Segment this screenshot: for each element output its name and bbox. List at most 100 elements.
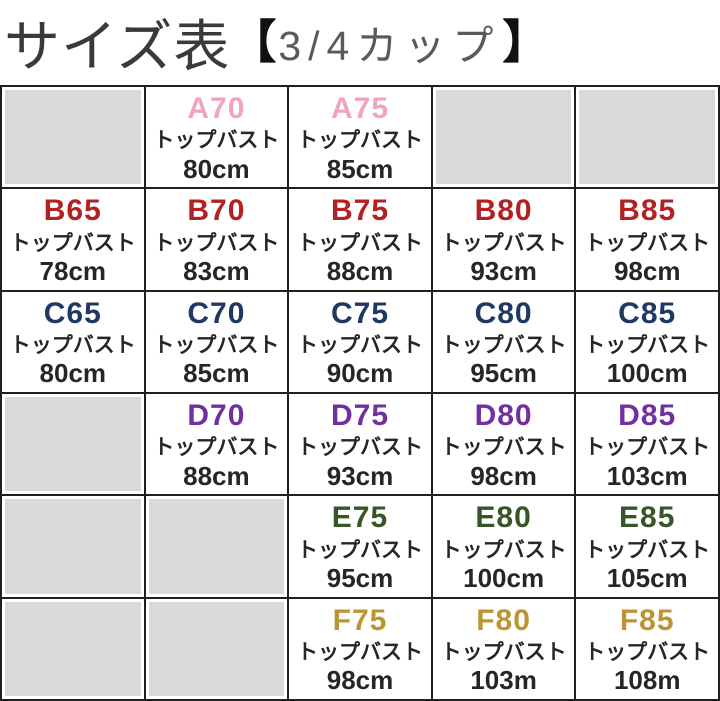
size-code: B75: [330, 194, 390, 228]
size-code: A70: [187, 91, 246, 125]
top-bust-value: 80cm: [39, 358, 107, 389]
top-bust-value: 93cm: [470, 255, 537, 286]
size-cell-F80: F80 トップバスト 103m: [432, 598, 577, 701]
size-code: C75: [330, 296, 390, 330]
size-cell-C80: C80 トップバスト 95cm: [432, 291, 577, 394]
size-cell-F85: F85 トップバスト 108m: [576, 598, 720, 701]
size-cell-E75: E75 トップバスト 95cm: [289, 496, 433, 599]
size-code: B70: [187, 194, 246, 228]
top-bust-value: 103cm: [606, 460, 688, 491]
empty-cell: [2, 496, 146, 599]
top-bust-value: 95cm: [326, 562, 394, 593]
top-bust-value: 80cm: [183, 153, 250, 184]
top-bust-value: 103m: [470, 665, 537, 696]
size-code: B65: [43, 194, 102, 228]
top-bust-value: 100cm: [463, 562, 545, 593]
size-cell-E80: E80 トップバスト 100cm: [432, 496, 577, 599]
size-code: B80: [474, 194, 533, 228]
title-main-text: サイズ表: [4, 14, 231, 78]
top-bust-value: 85cm: [183, 358, 250, 389]
size-cell-D70: D70 トップバスト 88cm: [145, 394, 290, 497]
size-cell-D80: D80 トップバスト 98cm: [432, 394, 577, 497]
title-close-bracket: 】: [502, 16, 549, 68]
size-cell-A70: A70 トップバスト 80cm: [145, 87, 290, 190]
top-bust-value: 88cm: [326, 255, 394, 286]
top-bust-label: トップバスト: [153, 231, 280, 255]
empty-cell: [2, 394, 146, 497]
size-code: D75: [330, 398, 390, 432]
title-open-bracket: 【: [230, 16, 277, 68]
size-code: D70: [187, 398, 246, 432]
top-bust-value: 85cm: [326, 153, 394, 184]
title-sub-text: 3/4カップ: [278, 23, 501, 69]
top-bust-label: トップバスト: [584, 538, 711, 562]
size-cell-A75: A75 トップバスト 85cm: [289, 87, 433, 190]
top-bust-value: 98cm: [326, 665, 394, 696]
top-bust-label: トップバスト: [153, 334, 280, 358]
empty-cell: [2, 87, 146, 190]
top-bust-label: トップバスト: [296, 231, 423, 255]
top-bust-value: 78cm: [39, 255, 107, 286]
size-cell-F75: F75 トップバスト 98cm: [289, 598, 433, 701]
top-bust-value: 93cm: [326, 460, 394, 491]
size-code: C80: [474, 296, 533, 330]
size-grid: A70 トップバスト 80cm A75 トップバスト 85cm B65 トップバスト 78cm B…: [0, 85, 720, 701]
top-bust-label: トップバスト: [9, 334, 136, 358]
top-bust-label: トップバスト: [440, 641, 567, 665]
top-bust-label: トップバスト: [9, 231, 136, 255]
size-cell-B85: B85 トップバスト 98cm: [576, 189, 720, 292]
size-cell-B75: B75 トップバスト 88cm: [289, 189, 433, 292]
page-title: サイズ表 【 3/4カップ 】: [4, 0, 548, 84]
top-bust-label: トップバスト: [153, 436, 280, 460]
size-cell-C85: C85 トップバスト 100cm: [576, 291, 720, 394]
size-cell-C75: C75 トップバスト 90cm: [289, 291, 433, 394]
size-cell-C65: C65 トップバスト 80cm: [2, 291, 146, 394]
empty-cell: [576, 87, 720, 190]
top-bust-label: トップバスト: [584, 231, 711, 255]
size-code: B85: [618, 194, 677, 228]
size-code: F75: [332, 603, 388, 637]
top-bust-value: 90cm: [326, 358, 394, 389]
size-code: D85: [618, 398, 677, 432]
size-code: C70: [187, 296, 246, 330]
size-cell-C70: C70 トップバスト 85cm: [145, 291, 290, 394]
top-bust-label: トップバスト: [584, 334, 711, 358]
top-bust-value: 100cm: [606, 358, 688, 389]
size-code: E75: [331, 501, 389, 535]
size-code: A75: [330, 91, 390, 125]
size-code: E80: [475, 501, 532, 535]
size-code: C85: [618, 296, 677, 330]
size-cell-D75: D75 トップバスト 93cm: [289, 394, 433, 497]
size-code: F85: [619, 603, 675, 637]
top-bust-label: トップバスト: [296, 436, 423, 460]
size-cell-E85: E85 トップバスト 105cm: [576, 496, 720, 599]
empty-cell: [432, 87, 577, 190]
top-bust-label: トップバスト: [440, 334, 567, 358]
top-bust-label: トップバスト: [296, 129, 423, 153]
top-bust-label: トップバスト: [153, 129, 280, 153]
top-bust-label: トップバスト: [296, 334, 423, 358]
empty-cell: [145, 598, 290, 701]
empty-cell: [145, 496, 290, 599]
size-cell-B80: B80 トップバスト 93cm: [432, 189, 577, 292]
top-bust-label: トップバスト: [440, 436, 567, 460]
size-cell-D85: D85 トップバスト 103cm: [576, 394, 720, 497]
size-cell-B70: B70 トップバスト 83cm: [145, 189, 290, 292]
top-bust-value: 83cm: [183, 255, 250, 286]
size-code: E85: [619, 501, 676, 535]
top-bust-value: 98cm: [470, 460, 537, 491]
top-bust-label: トップバスト: [296, 538, 423, 562]
size-code: D80: [474, 398, 533, 432]
size-code: C65: [43, 296, 102, 330]
top-bust-value: 105cm: [606, 562, 688, 593]
top-bust-value: 95cm: [470, 358, 537, 389]
top-bust-label: トップバスト: [296, 641, 423, 665]
size-cell-B65: B65 トップバスト 78cm: [2, 189, 146, 292]
empty-cell: [2, 598, 146, 701]
top-bust-label: トップバスト: [584, 641, 711, 665]
size-code: F80: [476, 603, 531, 637]
top-bust-value: 98cm: [613, 255, 681, 286]
top-bust-label: トップバスト: [440, 538, 567, 562]
top-bust-label: トップバスト: [440, 231, 567, 255]
